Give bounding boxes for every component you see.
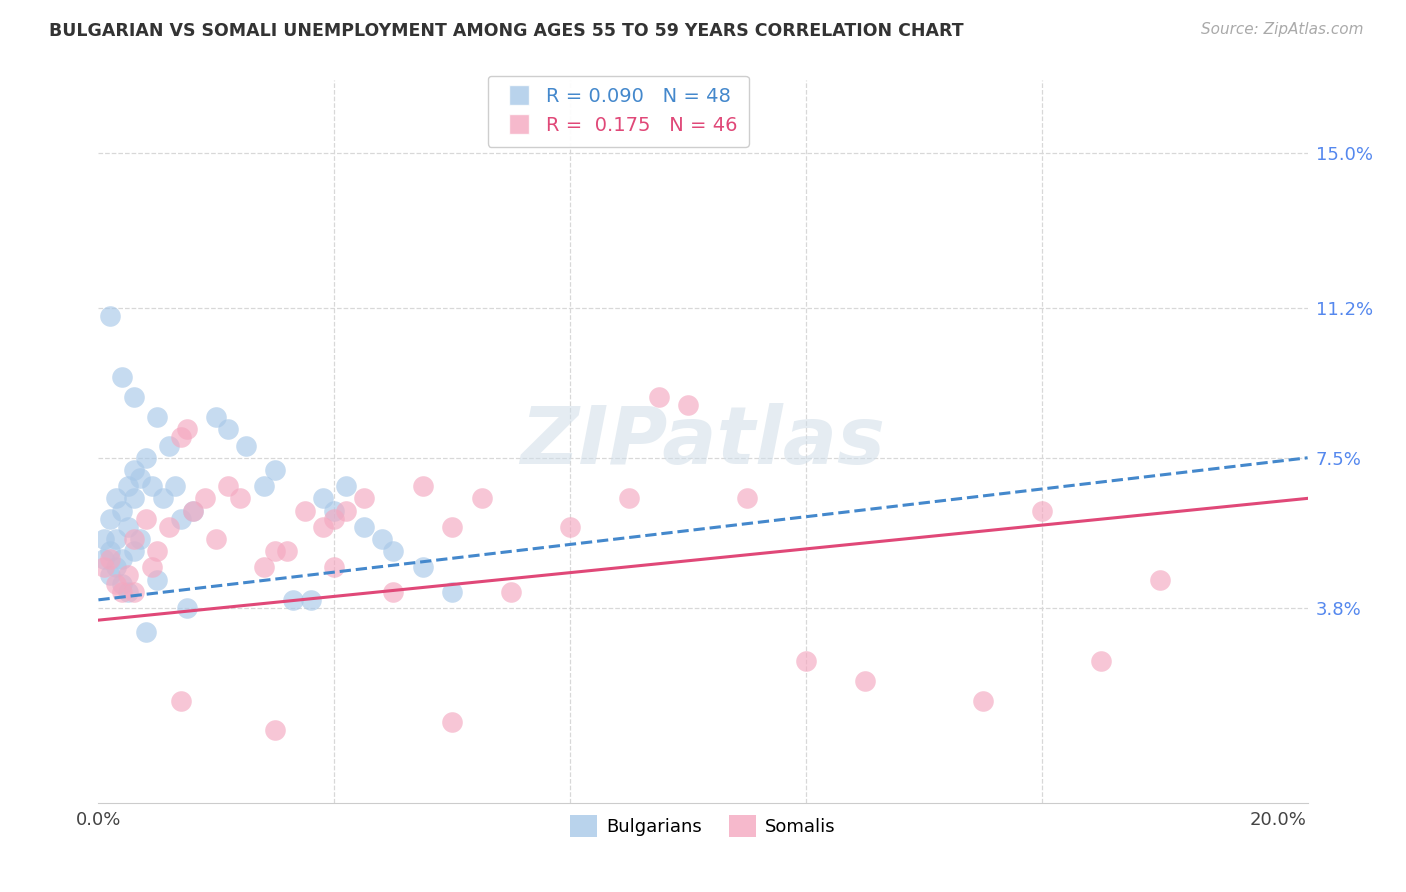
Point	[382, 584, 405, 599]
Point	[853, 673, 876, 688]
Point	[441, 584, 464, 599]
Point	[152, 491, 174, 506]
Point	[678, 398, 700, 412]
Point	[157, 439, 180, 453]
Point	[235, 439, 257, 453]
Point	[619, 491, 641, 506]
Point	[146, 544, 169, 558]
Text: Source: ZipAtlas.com: Source: ZipAtlas.com	[1201, 22, 1364, 37]
Point	[972, 694, 994, 708]
Point	[111, 503, 134, 517]
Point	[146, 573, 169, 587]
Point	[135, 511, 157, 525]
Point	[157, 520, 180, 534]
Point	[560, 520, 582, 534]
Point	[412, 560, 434, 574]
Point	[98, 309, 121, 323]
Point	[135, 450, 157, 465]
Point	[165, 479, 187, 493]
Point	[141, 560, 163, 574]
Point	[353, 520, 375, 534]
Point	[111, 369, 134, 384]
Point	[412, 479, 434, 493]
Point	[471, 491, 494, 506]
Point	[98, 544, 121, 558]
Point	[117, 520, 139, 534]
Point	[141, 479, 163, 493]
Point	[1031, 503, 1053, 517]
Point	[122, 584, 145, 599]
Point	[176, 601, 198, 615]
Point	[323, 560, 346, 574]
Point	[252, 560, 274, 574]
Point	[311, 520, 333, 534]
Text: BULGARIAN VS SOMALI UNEMPLOYMENT AMONG AGES 55 TO 59 YEARS CORRELATION CHART: BULGARIAN VS SOMALI UNEMPLOYMENT AMONG A…	[49, 22, 965, 40]
Point	[122, 491, 145, 506]
Point	[128, 471, 150, 485]
Point	[176, 422, 198, 436]
Point	[146, 410, 169, 425]
Point	[501, 584, 523, 599]
Point	[229, 491, 252, 506]
Point	[323, 511, 346, 525]
Point	[323, 503, 346, 517]
Point	[98, 511, 121, 525]
Point	[105, 532, 128, 546]
Point	[264, 544, 287, 558]
Point	[648, 390, 671, 404]
Point	[111, 576, 134, 591]
Point	[135, 625, 157, 640]
Point	[98, 552, 121, 566]
Point	[441, 714, 464, 729]
Point	[111, 584, 134, 599]
Point	[122, 532, 145, 546]
Legend: Bulgarians, Somalis: Bulgarians, Somalis	[562, 808, 844, 845]
Point	[117, 584, 139, 599]
Point	[181, 503, 204, 517]
Point	[117, 479, 139, 493]
Point	[181, 503, 204, 517]
Point	[252, 479, 274, 493]
Point	[1149, 573, 1171, 587]
Point	[117, 568, 139, 582]
Point	[735, 491, 758, 506]
Point	[122, 390, 145, 404]
Point	[122, 463, 145, 477]
Point	[205, 410, 228, 425]
Text: ZIPatlas: ZIPatlas	[520, 402, 886, 481]
Point	[105, 576, 128, 591]
Point	[205, 532, 228, 546]
Point	[122, 544, 145, 558]
Point	[93, 560, 115, 574]
Point	[98, 568, 121, 582]
Point	[276, 544, 298, 558]
Point	[1090, 654, 1112, 668]
Point	[281, 592, 304, 607]
Point	[299, 592, 322, 607]
Point	[111, 552, 134, 566]
Point	[105, 560, 128, 574]
Point	[382, 544, 405, 558]
Point	[217, 479, 239, 493]
Point	[370, 532, 392, 546]
Point	[441, 520, 464, 534]
Point	[311, 491, 333, 506]
Point	[170, 694, 193, 708]
Point	[194, 491, 217, 506]
Point	[264, 463, 287, 477]
Point	[170, 430, 193, 444]
Point	[170, 511, 193, 525]
Point	[93, 552, 115, 566]
Point	[128, 532, 150, 546]
Point	[335, 503, 357, 517]
Point	[264, 723, 287, 737]
Point	[105, 491, 128, 506]
Point	[93, 532, 115, 546]
Point	[294, 503, 316, 517]
Point	[794, 654, 817, 668]
Point	[335, 479, 357, 493]
Point	[217, 422, 239, 436]
Point	[353, 491, 375, 506]
